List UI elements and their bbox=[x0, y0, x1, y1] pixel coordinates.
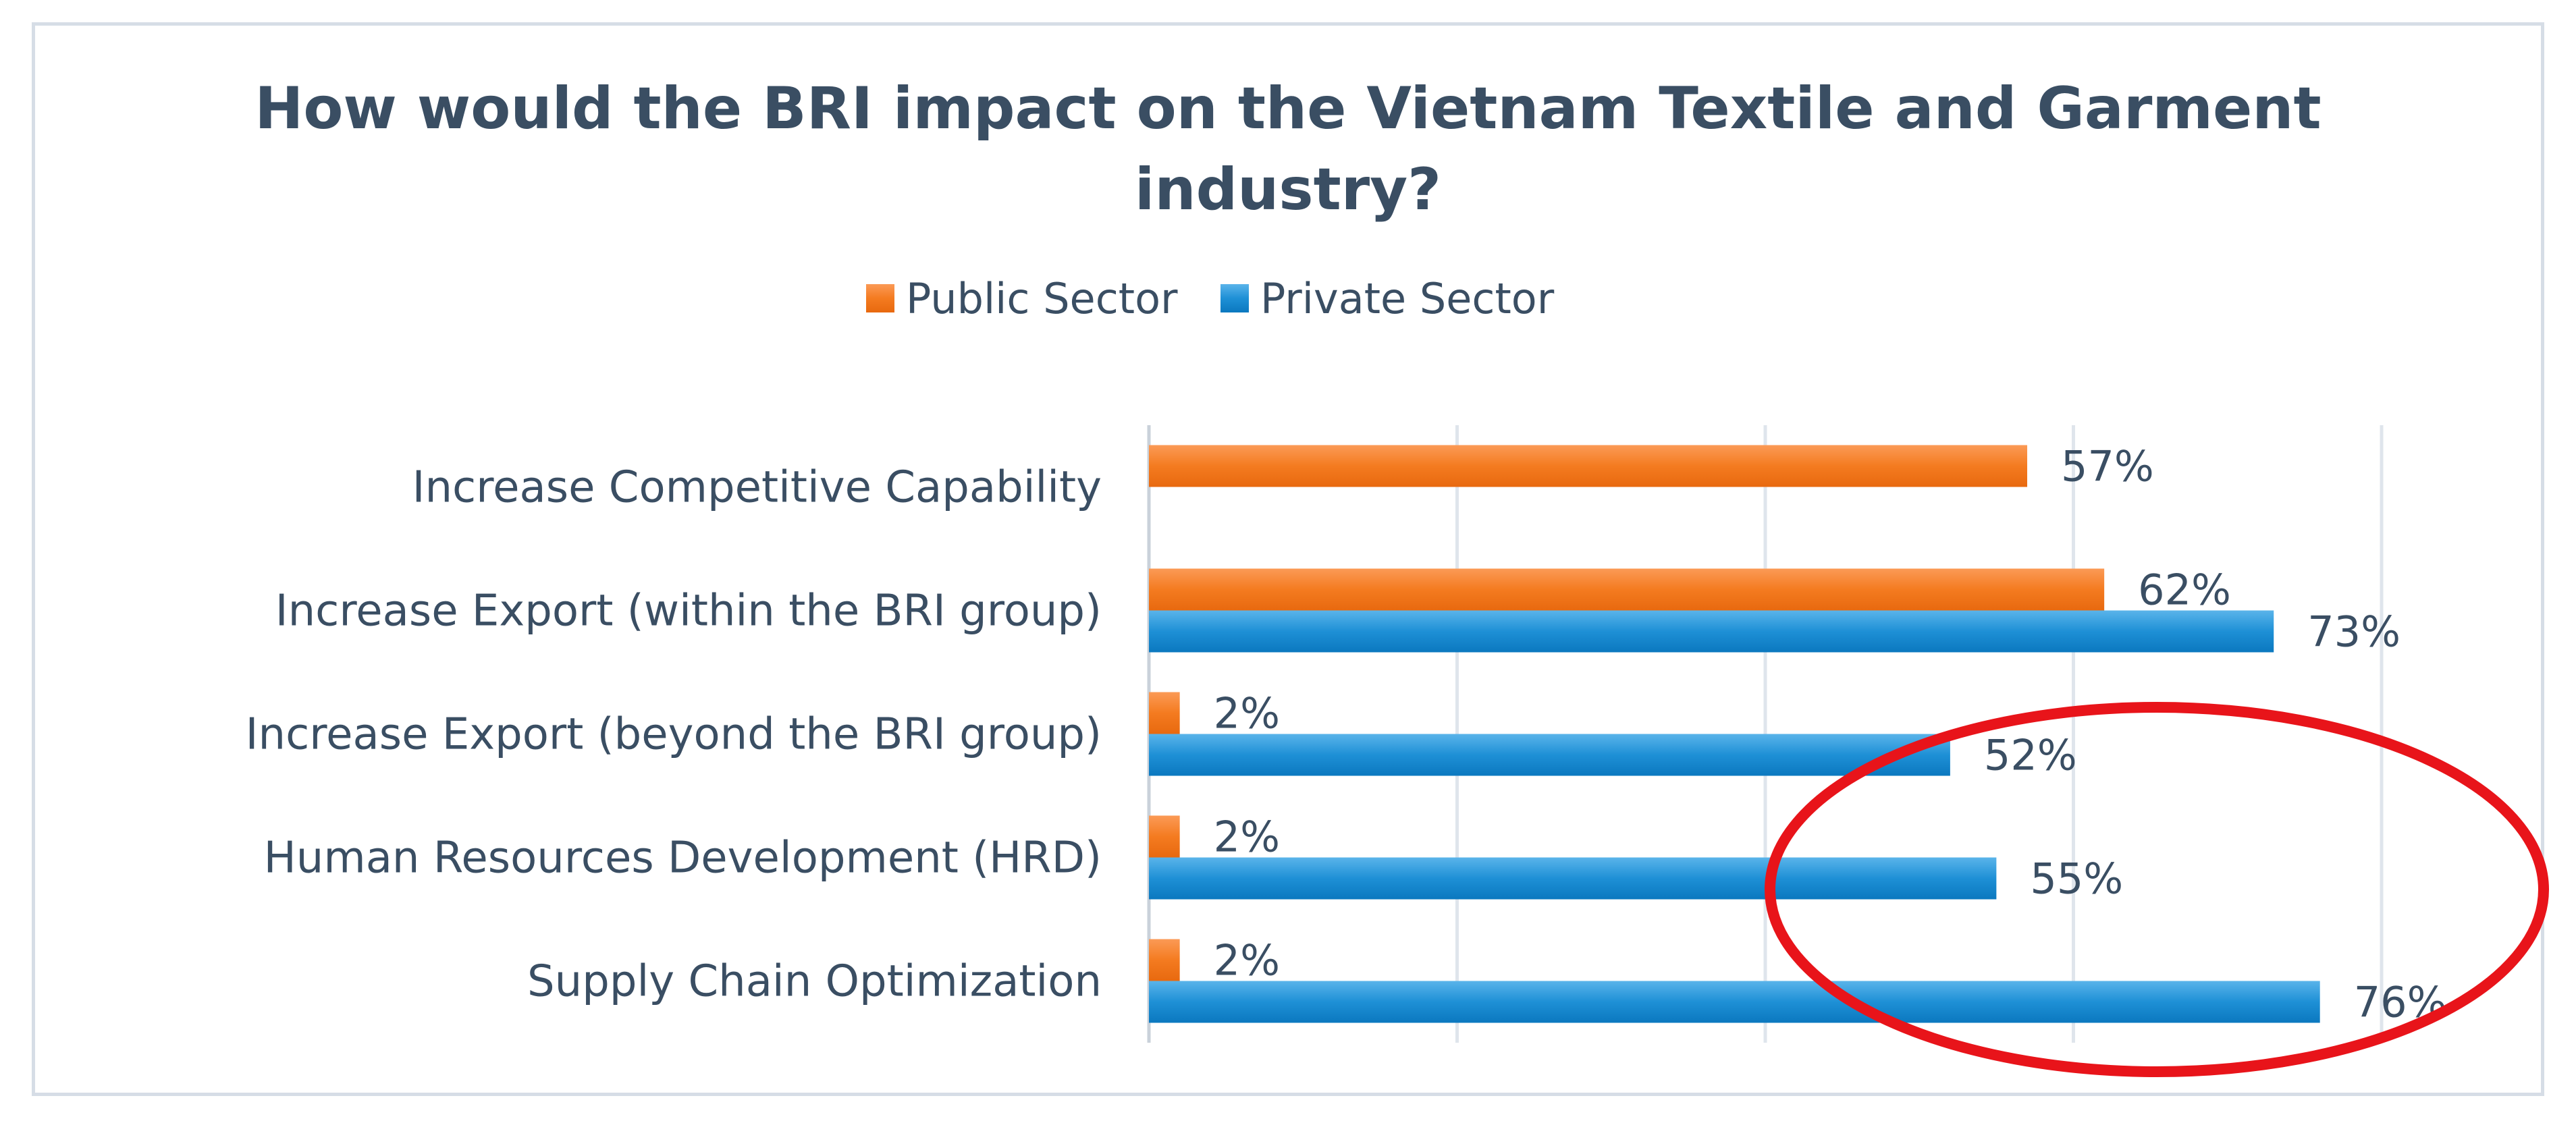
bar-public-sector-increase-export-within-the-bri-group bbox=[1149, 568, 2105, 611]
chart-frame bbox=[32, 22, 2544, 1096]
legend-swatch-public-sector bbox=[866, 284, 894, 312]
value-label-private-sector-increase-export-beyond-the-bri-group: 52% bbox=[1984, 731, 2077, 780]
bar-public-sector-increase-competitive-capability bbox=[1149, 445, 2028, 487]
category-label-increase-export-within-the-bri-group: Increase Export (within the BRI group) bbox=[275, 586, 1102, 636]
category-labels: Increase Competitive Capability Increase … bbox=[246, 463, 1102, 1007]
category-label-human-resources-development-hrd: Human Resources Development (HRD) bbox=[264, 833, 1102, 883]
category-label-supply-chain-optimization: Supply Chain Optimization bbox=[527, 957, 1102, 1007]
value-label-public-sector-increase-export-within-the-bri-group: 62% bbox=[2138, 566, 2231, 615]
value-label-public-sector-increase-competitive-capability: 57% bbox=[2061, 442, 2154, 491]
bars bbox=[1149, 445, 2320, 1023]
chart-title-line-1: How would the BRI impact on the Vietnam … bbox=[254, 75, 2321, 142]
value-labels: 57%62%73%2%52%2%55%2%76% bbox=[1214, 442, 2447, 1027]
category-label-increase-competitive-capability: Increase Competitive Capability bbox=[412, 463, 1102, 513]
value-label-private-sector-increase-export-within-the-bri-group: 73% bbox=[2307, 607, 2400, 657]
highlight-ellipse bbox=[1765, 702, 2549, 1077]
bar-private-sector-human-resources-development-hrd bbox=[1149, 857, 1997, 900]
value-label-public-sector-human-resources-development-hrd: 2% bbox=[1214, 813, 1280, 862]
legend-label-private-sector: Private Sector bbox=[1260, 274, 1555, 323]
value-label-public-sector-increase-export-beyond-the-bri-group: 2% bbox=[1214, 689, 1280, 738]
bar-public-sector-human-resources-development-hrd bbox=[1149, 815, 1180, 858]
category-label-increase-export-beyond-the-bri-group: Increase Export (beyond the BRI group) bbox=[246, 710, 1102, 760]
bar-private-sector-increase-export-beyond-the-bri-group bbox=[1149, 734, 1950, 776]
value-label-private-sector-human-resources-development-hrd: 55% bbox=[2030, 854, 2123, 904]
legend-swatch-private-sector bbox=[1220, 284, 1249, 312]
bar-public-sector-supply-chain-optimization bbox=[1149, 939, 1180, 981]
legend: Public Sector Private Sector bbox=[866, 274, 1555, 323]
chart-title-line-2: industry? bbox=[1135, 156, 1441, 223]
bar-private-sector-increase-export-within-the-bri-group bbox=[1149, 610, 2274, 653]
value-label-public-sector-supply-chain-optimization: 2% bbox=[1214, 936, 1280, 985]
legend-label-public-sector: Public Sector bbox=[906, 274, 1178, 323]
bar-public-sector-increase-export-beyond-the-bri-group bbox=[1149, 692, 1180, 734]
bar-private-sector-supply-chain-optimization bbox=[1149, 981, 2320, 1023]
